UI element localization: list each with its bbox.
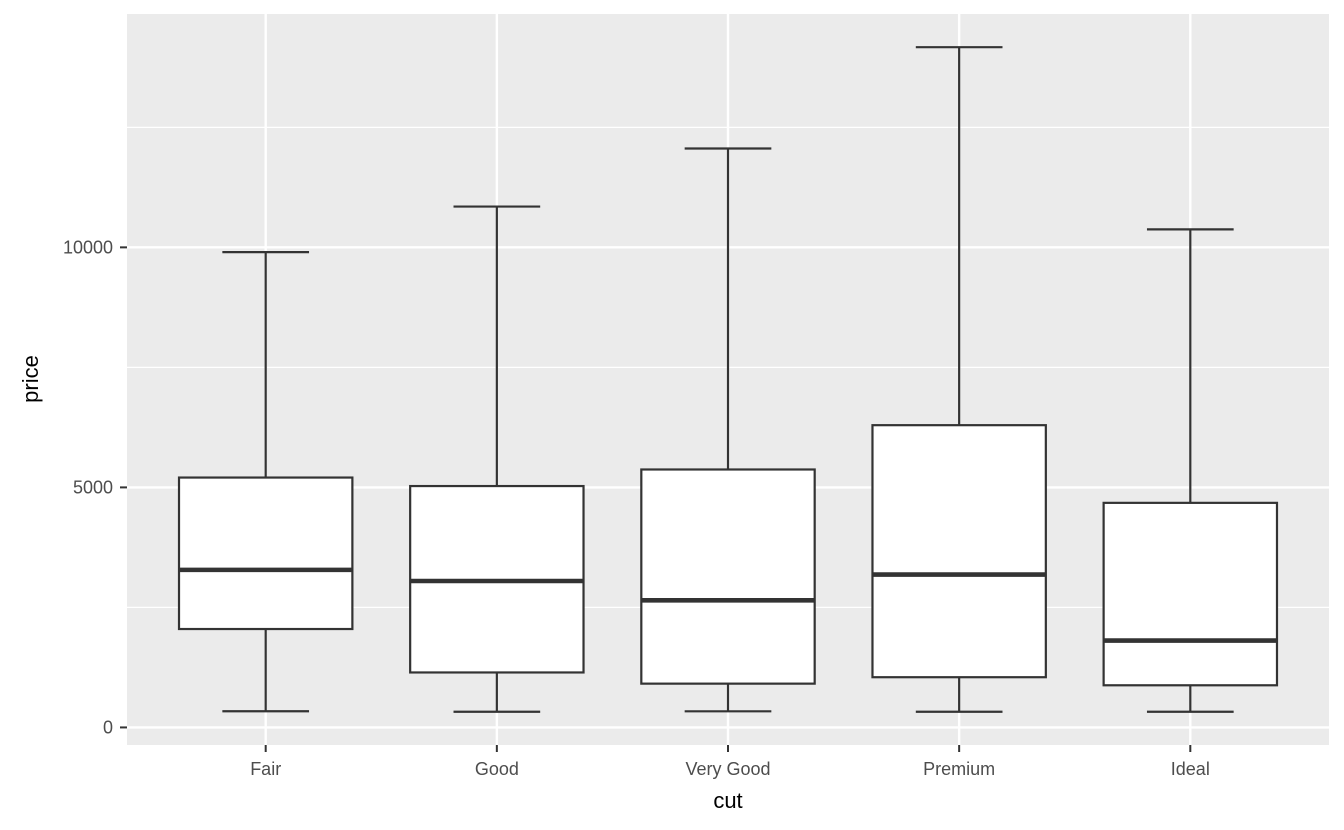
boxplot-good	[409, 205, 585, 713]
iqr-box	[1102, 501, 1279, 687]
iqr-box	[640, 468, 816, 685]
iqr-box	[871, 424, 1047, 679]
boxplot-fair	[177, 251, 354, 713]
x-tick-label: Ideal	[1171, 759, 1210, 779]
y-tick-label: 5000	[73, 477, 113, 497]
x-tick-label: Fair	[250, 759, 281, 779]
y-tick-label: 0	[103, 717, 113, 737]
x-tick-label: Very Good	[685, 759, 770, 779]
y-axis-title: price	[18, 355, 43, 403]
y-tick-label: 10000	[63, 237, 113, 257]
x-axis-title: cut	[713, 788, 743, 813]
boxplot-premium	[871, 46, 1047, 713]
x-tick-label: Premium	[923, 759, 995, 779]
boxplot-ideal	[1102, 228, 1279, 713]
iqr-box	[177, 476, 354, 631]
x-tick-label: Good	[475, 759, 519, 779]
boxplot-very-good	[640, 147, 816, 713]
